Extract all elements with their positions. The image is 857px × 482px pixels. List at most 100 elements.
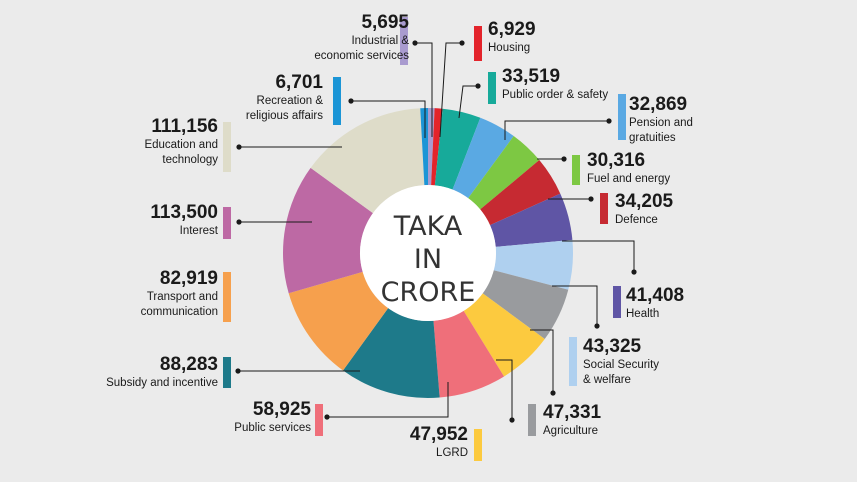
- leader-dot: [588, 196, 594, 202]
- callout-11: 88,283 Subsidy and incentive: [106, 354, 360, 389]
- category-label: Recreation &: [257, 95, 324, 107]
- data-label: 82,919: [160, 268, 218, 289]
- leader-line: [504, 120, 609, 140]
- leader-dot: [550, 390, 556, 396]
- slice-11: [343, 308, 440, 398]
- data-label: 34,205: [615, 191, 674, 212]
- data-label: 58,925: [253, 399, 312, 420]
- slice-13: [283, 167, 373, 294]
- leader-dot: [236, 144, 242, 150]
- legend-bar: [528, 404, 536, 436]
- slice-4: [468, 136, 540, 210]
- center-text-line: TAKA: [393, 211, 463, 242]
- category-label: Pension and: [629, 117, 693, 129]
- leader-dot: [606, 118, 612, 124]
- callout-5: 34,205 Defence: [548, 191, 674, 226]
- category-label: Public order & safety: [502, 89, 608, 101]
- category-label: Social Security: [583, 359, 659, 371]
- legend-bar: [223, 122, 231, 172]
- callout-0: 5,695 Industrial & economic services: [314, 12, 433, 137]
- leader-line: [351, 100, 426, 138]
- legend-bar: [223, 357, 231, 388]
- category-label: gratuities: [629, 132, 676, 144]
- data-label: 6,701: [275, 72, 323, 93]
- legend-bar: [569, 337, 577, 386]
- category-label: communication: [141, 306, 218, 318]
- legend-bar: [618, 94, 626, 140]
- slice-7: [493, 239, 573, 290]
- slice-10: [433, 310, 505, 398]
- leader-line: [530, 329, 554, 393]
- leader-line: [496, 359, 513, 420]
- callout-3: 32,869 Pension and gratuities: [504, 94, 693, 144]
- leader-dot: [594, 323, 600, 329]
- slice-8: [482, 270, 569, 340]
- data-label: 33,519: [502, 66, 560, 87]
- slice-5: [480, 160, 561, 226]
- legend-bar: [333, 77, 341, 125]
- leader-line: [327, 382, 449, 418]
- category-label: Defence: [615, 214, 658, 226]
- data-label: 30,316: [587, 150, 645, 171]
- category-label: Subsidy and incentive: [106, 377, 218, 389]
- category-label: Agriculture: [543, 425, 598, 437]
- callout-15: 6,701 Recreation & religious affairs: [246, 72, 426, 138]
- center-text-line: CRORE: [381, 277, 476, 308]
- slice-6: [490, 193, 573, 247]
- leader-dot: [236, 219, 242, 225]
- callouts: 5,695 Industrial & economic services 6,929 H…: [106, 12, 693, 461]
- center-disc: [360, 185, 496, 321]
- category-label: economic services: [314, 50, 409, 62]
- category-label: Public services: [234, 422, 311, 434]
- legend-bar: [488, 72, 496, 104]
- legend-bar: [400, 17, 408, 65]
- category-label: Health: [626, 308, 659, 320]
- slice-1: [431, 108, 443, 186]
- data-label: 6,929: [488, 19, 536, 40]
- slice-2: [434, 108, 481, 190]
- category-label: Industrial &: [351, 35, 409, 47]
- leader-line: [562, 240, 635, 272]
- legend-bar: [315, 404, 323, 436]
- slice-14: [310, 108, 425, 214]
- leader-dot: [509, 417, 515, 423]
- callout-12: 82,919 Transport and communication: [141, 268, 231, 322]
- callout-14: 111,156 Education and technology: [144, 116, 342, 172]
- callout-10: 58,925 Public services: [234, 382, 449, 436]
- legend-bar: [474, 429, 482, 461]
- category-label: Interest: [180, 225, 219, 237]
- callout-1: 6,929 Housing: [439, 19, 536, 138]
- legend-bar: [572, 155, 580, 185]
- slice-12: [288, 271, 389, 371]
- leader-dot: [561, 156, 567, 162]
- leader-line: [415, 42, 433, 137]
- callout-6: 41,408 Health: [562, 240, 684, 320]
- category-label: & welfare: [583, 374, 631, 386]
- data-label: 47,952: [410, 424, 468, 445]
- callout-9: 47,952 LGRD: [410, 359, 515, 461]
- category-label: Fuel and energy: [587, 173, 670, 185]
- callout-8: 47,331 Agriculture: [528, 329, 602, 437]
- legend-bar: [613, 286, 621, 318]
- callout-13: 113,500 Interest: [150, 202, 312, 239]
- category-label: religious affairs: [246, 110, 323, 122]
- category-label: Education and: [144, 139, 218, 151]
- callout-2: 33,519 Public order & safety: [458, 66, 608, 119]
- leader-line: [439, 42, 462, 138]
- slice-0: [428, 108, 435, 186]
- donut-slices: [283, 108, 573, 398]
- leader-dot: [475, 83, 481, 89]
- data-label: 113,500: [150, 202, 218, 223]
- leader-line: [552, 285, 598, 326]
- slice-15: [420, 108, 428, 186]
- data-label: 41,408: [626, 285, 684, 306]
- legend-bar: [223, 272, 231, 322]
- legend-bar: [223, 207, 231, 239]
- callout-7: 43,325 Social Security & welfare: [552, 285, 659, 386]
- category-label: Housing: [488, 42, 530, 54]
- slice-9: [463, 293, 545, 377]
- data-label: 111,156: [151, 116, 218, 137]
- leader-dot: [631, 269, 637, 275]
